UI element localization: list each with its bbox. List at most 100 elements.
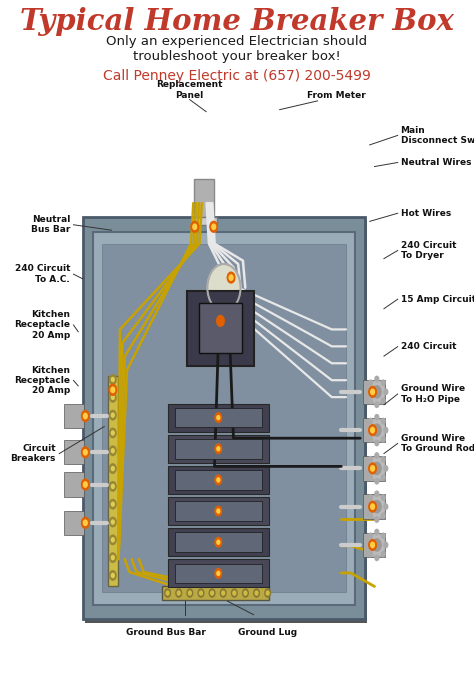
FancyBboxPatch shape <box>168 497 269 525</box>
Text: Circuit
Breakers: Circuit Breakers <box>10 444 56 463</box>
Circle shape <box>209 589 215 597</box>
FancyBboxPatch shape <box>64 440 84 464</box>
Text: 240 Circuit: 240 Circuit <box>401 342 456 351</box>
FancyBboxPatch shape <box>192 217 217 225</box>
Circle shape <box>109 500 116 509</box>
Circle shape <box>109 481 116 491</box>
Circle shape <box>381 551 385 556</box>
Circle shape <box>229 275 233 280</box>
Circle shape <box>210 591 213 595</box>
FancyBboxPatch shape <box>363 418 385 442</box>
Circle shape <box>384 427 388 433</box>
Text: Kitchen
Receptacle
20 Amp: Kitchen Receptacle 20 Amp <box>14 366 70 395</box>
Circle shape <box>83 482 87 487</box>
FancyBboxPatch shape <box>64 510 84 535</box>
Text: From Meter: From Meter <box>307 91 366 100</box>
Circle shape <box>266 591 269 595</box>
Circle shape <box>373 539 381 551</box>
Circle shape <box>109 375 116 385</box>
Circle shape <box>210 221 218 232</box>
Text: Hot Wires: Hot Wires <box>401 209 451 218</box>
FancyBboxPatch shape <box>363 380 385 404</box>
Circle shape <box>109 553 116 563</box>
Circle shape <box>384 389 388 395</box>
Circle shape <box>366 542 370 548</box>
Circle shape <box>191 221 199 232</box>
Circle shape <box>369 419 384 441</box>
Circle shape <box>215 413 222 422</box>
Circle shape <box>366 504 370 509</box>
Circle shape <box>371 504 374 509</box>
Circle shape <box>111 556 114 560</box>
Circle shape <box>189 591 191 595</box>
Circle shape <box>369 534 384 556</box>
Circle shape <box>371 466 374 471</box>
Text: Typical Home Breaker Box: Typical Home Breaker Box <box>20 7 454 36</box>
FancyBboxPatch shape <box>174 501 262 521</box>
Circle shape <box>375 529 379 535</box>
Circle shape <box>222 591 225 595</box>
Text: Replacement
Panel: Replacement Panel <box>156 80 223 100</box>
Text: Kitchen
Receptacle
20 Amp: Kitchen Receptacle 20 Amp <box>14 310 70 340</box>
Circle shape <box>109 385 117 395</box>
Circle shape <box>111 431 114 435</box>
Circle shape <box>207 264 240 311</box>
Circle shape <box>369 533 373 538</box>
Text: Neutral Wires: Neutral Wires <box>401 158 471 167</box>
Circle shape <box>233 591 236 595</box>
Circle shape <box>375 402 379 408</box>
FancyBboxPatch shape <box>363 494 385 519</box>
Circle shape <box>111 466 114 471</box>
FancyBboxPatch shape <box>162 586 269 600</box>
Circle shape <box>166 591 169 595</box>
FancyBboxPatch shape <box>168 466 269 494</box>
Text: Call Penney Electric at (657) 200-5499: Call Penney Electric at (657) 200-5499 <box>103 69 371 83</box>
Circle shape <box>217 478 220 482</box>
Circle shape <box>83 414 87 419</box>
Circle shape <box>369 496 384 517</box>
Text: Neutral
Bus Bar: Neutral Bus Bar <box>31 215 70 234</box>
Circle shape <box>198 589 204 597</box>
Circle shape <box>193 224 197 230</box>
Circle shape <box>217 540 220 544</box>
Circle shape <box>369 540 376 550</box>
Circle shape <box>384 504 388 509</box>
Circle shape <box>375 440 379 445</box>
FancyBboxPatch shape <box>174 439 262 458</box>
Circle shape <box>109 517 116 527</box>
Circle shape <box>187 589 193 597</box>
Circle shape <box>369 387 376 397</box>
FancyBboxPatch shape <box>108 376 118 586</box>
Circle shape <box>217 571 220 575</box>
Circle shape <box>111 387 115 393</box>
Circle shape <box>366 466 370 471</box>
Circle shape <box>375 479 379 484</box>
FancyBboxPatch shape <box>168 559 269 587</box>
Circle shape <box>83 450 87 455</box>
Circle shape <box>109 410 116 420</box>
FancyBboxPatch shape <box>174 563 262 583</box>
Circle shape <box>215 475 222 485</box>
Circle shape <box>111 520 114 524</box>
Circle shape <box>371 542 374 548</box>
Circle shape <box>381 495 385 500</box>
Circle shape <box>200 591 202 595</box>
Circle shape <box>369 458 384 479</box>
Circle shape <box>375 414 379 420</box>
Circle shape <box>111 484 114 488</box>
FancyBboxPatch shape <box>174 532 262 552</box>
Circle shape <box>373 500 381 512</box>
Circle shape <box>111 395 114 399</box>
Text: Only an experienced Electrician should
troubleshoot your breaker box!: Only an experienced Electrician should t… <box>107 35 367 63</box>
FancyBboxPatch shape <box>83 217 365 619</box>
FancyBboxPatch shape <box>168 528 269 556</box>
Text: Main
Disconnect Switch: Main Disconnect Switch <box>401 126 474 145</box>
Text: Ground Lug: Ground Lug <box>238 628 297 637</box>
FancyBboxPatch shape <box>168 435 269 462</box>
Circle shape <box>109 464 116 473</box>
FancyBboxPatch shape <box>363 456 385 481</box>
Circle shape <box>109 571 116 580</box>
Circle shape <box>215 569 222 578</box>
Circle shape <box>373 386 381 398</box>
Circle shape <box>177 591 180 595</box>
